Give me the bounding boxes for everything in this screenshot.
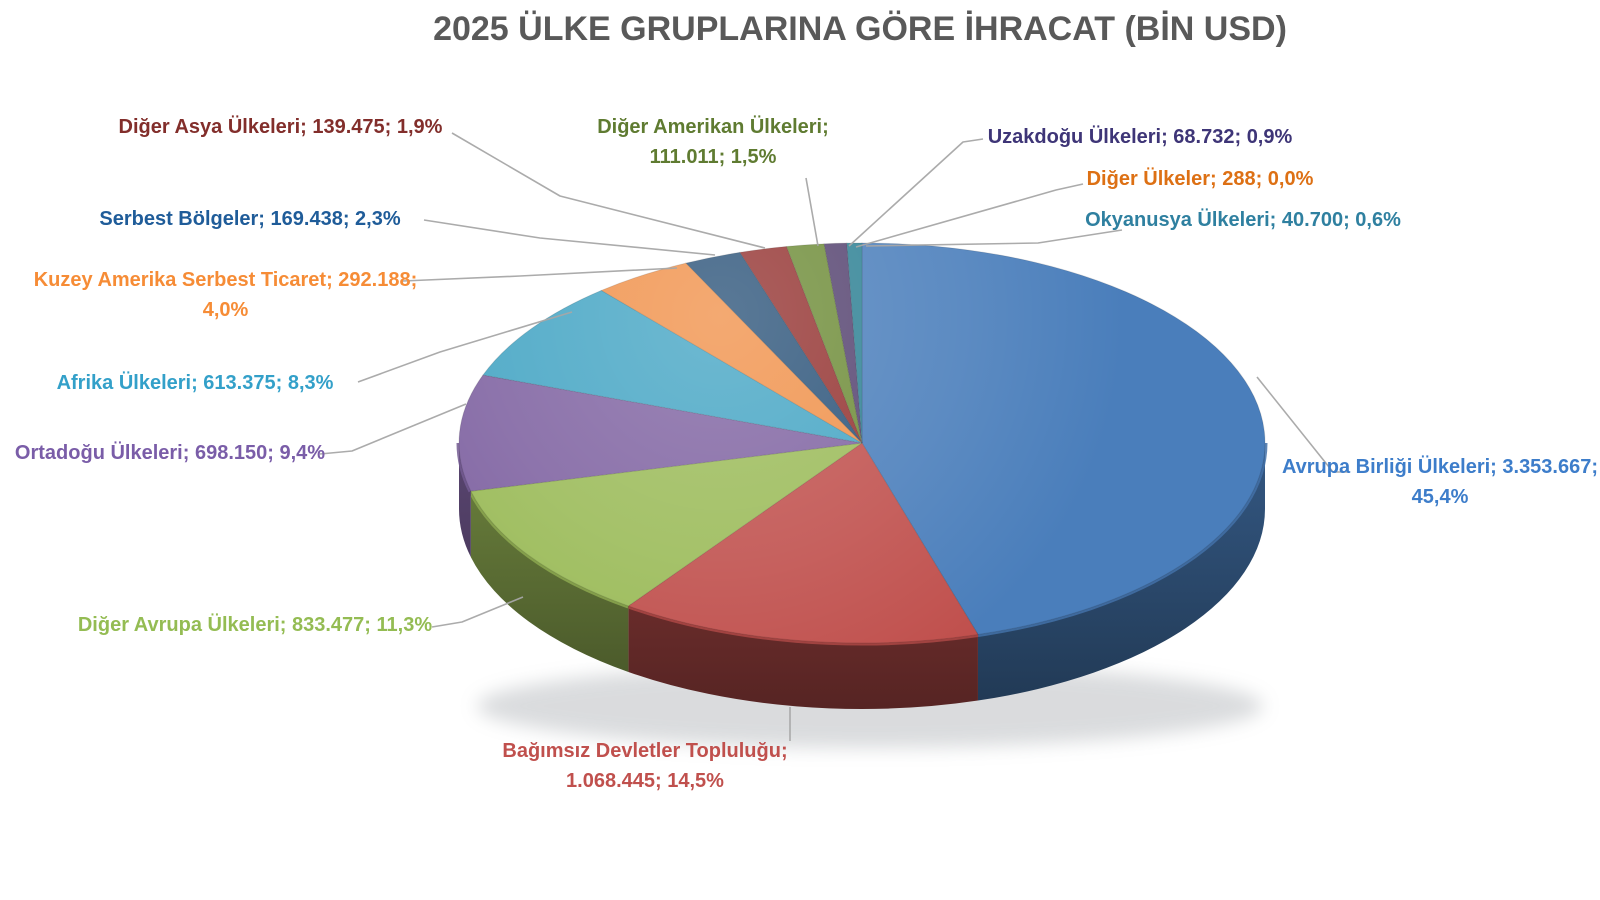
- leader-line-uzakdogu: [848, 138, 984, 247]
- data-label-serbest-bolgeler: Serbest Bölgeler; 169.438; 2,3%: [99, 208, 401, 230]
- leader-line-diger-ulkeler: [855, 183, 1084, 248]
- data-label-diger-asya: Diğer Asya Ülkeleri; 139.475; 1,9%: [118, 116, 443, 138]
- data-label-diger-ulkeler: Diğer Ülkeler; 288; 0,0%: [1086, 168, 1314, 190]
- leader-line-ortadogu: [319, 403, 467, 455]
- leader-line-avrupa-birligi: [1256, 376, 1347, 473]
- leader-line-serbest-bolgeler: [423, 219, 716, 256]
- leader-line-kuzey-amerika-serbest-ticaret: [402, 267, 678, 282]
- leader-line-diger-amerikan: [805, 177, 819, 247]
- leader-line-okyanusya: [865, 229, 1123, 247]
- leader-line-diger-avrupa: [431, 596, 524, 628]
- data-label-avrupa-birligi: Avrupa Birliği Ülkeleri; 3.353.667; 45,4…: [1281, 456, 1599, 508]
- data-label-afrika: Afrika Ülkeleri; 613.375; 8,3%: [56, 372, 334, 394]
- data-label-okyanusya: Okyanusya Ülkeleri; 40.700; 0,6%: [1085, 209, 1401, 231]
- data-label-ortadogu: Ortadoğu Ülkeleri; 698.150; 9,4%: [14, 442, 326, 464]
- data-label-bagimsiz-devletler: Bağımsız Devletler Topluluğu; 1.068.445;…: [502, 740, 788, 792]
- pie-wall-diger-avrupa: [470, 491, 629, 672]
- data-label-diger-avrupa: Diğer Avrupa Ülkeleri; 833.477; 11,3%: [77, 614, 433, 636]
- pie-wall-avrupa-birligi: [977, 443, 1265, 701]
- leader-lines: [319, 132, 1347, 741]
- chart-title: 2025 ÜLKE GRUPLARINA GÖRE İHRACAT (BİN U…: [433, 10, 1287, 48]
- data-label-kuzey-amerika-serbest-ticaret: Kuzey Amerika Serbest Ticaret; 292.188; …: [33, 269, 418, 321]
- data-label-diger-amerikan: Diğer Amerikan Ülkeleri; 111.011; 1,5%: [597, 116, 829, 168]
- pie-highlight: [459, 243, 1265, 643]
- leader-line-diger-asya: [451, 132, 766, 249]
- leader-line-afrika: [357, 311, 573, 383]
- data-label-uzakdogu: Uzakdoğu Ülkeleri; 68.732; 0,9%: [987, 126, 1293, 148]
